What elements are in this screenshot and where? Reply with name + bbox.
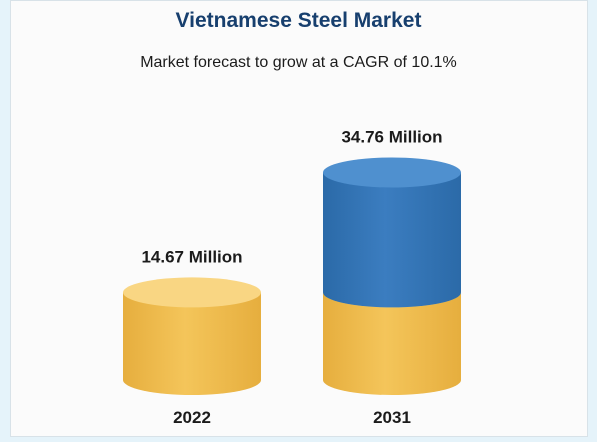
x-tick-label-2022: 2022 [173, 408, 211, 427]
x-tick-label-2031: 2031 [373, 408, 411, 427]
chart-card [10, 0, 588, 437]
bar-2031-growth [323, 157, 461, 308]
chart-subtitle: Market forecast to grow at a CAGR of 10.… [140, 54, 457, 71]
chart-title: Vietnamese Steel Market [175, 9, 422, 32]
bar-2022 [123, 277, 261, 395]
data-label-2022: 14.67 Million [141, 247, 242, 266]
data-label-2031: 34.76 Million [341, 127, 442, 146]
